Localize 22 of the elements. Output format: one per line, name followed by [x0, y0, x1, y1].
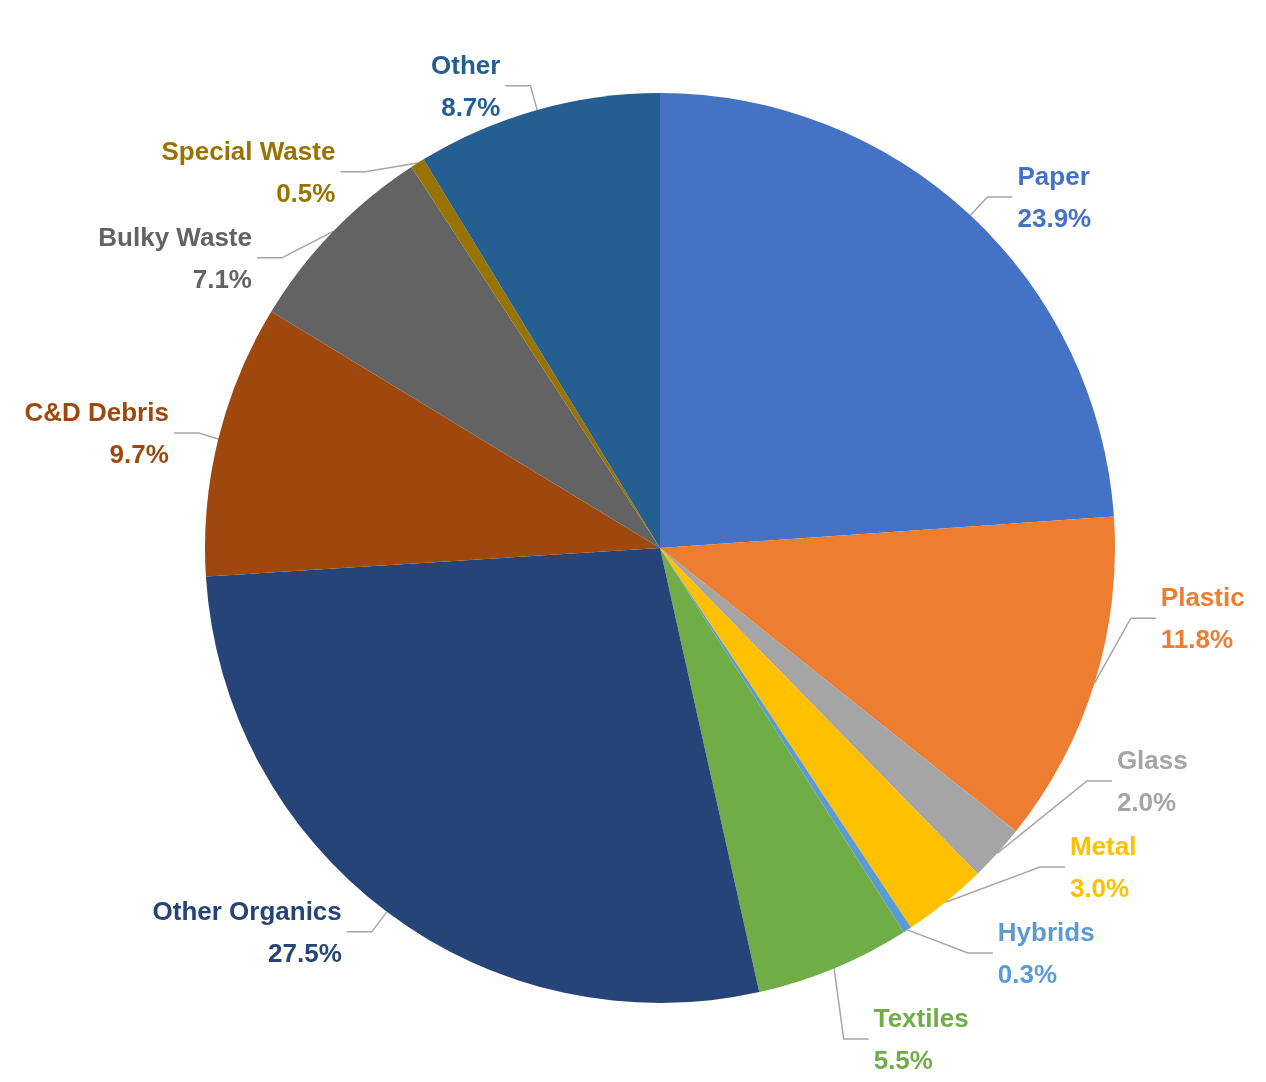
data-label: 27.5%	[268, 937, 342, 968]
data-label: 8.7%	[441, 91, 501, 122]
slice-label: Textiles	[873, 1003, 969, 1033]
data-label: 23.9%	[1017, 203, 1092, 234]
slice-label: Bulky Waste	[98, 221, 252, 252]
slice-label: Hybrids	[997, 917, 1095, 947]
slice-label: Metal	[1069, 831, 1137, 861]
slice-label: Other	[431, 49, 501, 80]
data-label: 11.8%	[1160, 624, 1234, 655]
data-label: 7.1%	[192, 263, 252, 294]
data-label: 0.5%	[276, 177, 336, 208]
slice-label: C&D Debris	[24, 397, 169, 428]
slice-label: Special Waste	[161, 135, 336, 166]
slice-label: Glass	[1116, 745, 1188, 775]
data-label: 3.0%	[1069, 873, 1130, 903]
slice-label: Plastic	[1160, 582, 1245, 613]
slice-label: Paper	[1017, 161, 1090, 192]
data-label: 0.3%	[997, 959, 1058, 989]
data-label: 9.7%	[109, 439, 169, 470]
data-label: 2.0%	[1116, 787, 1177, 817]
data-label: 5.5%	[873, 1045, 933, 1075]
slice-label: Other Organics	[152, 895, 342, 926]
